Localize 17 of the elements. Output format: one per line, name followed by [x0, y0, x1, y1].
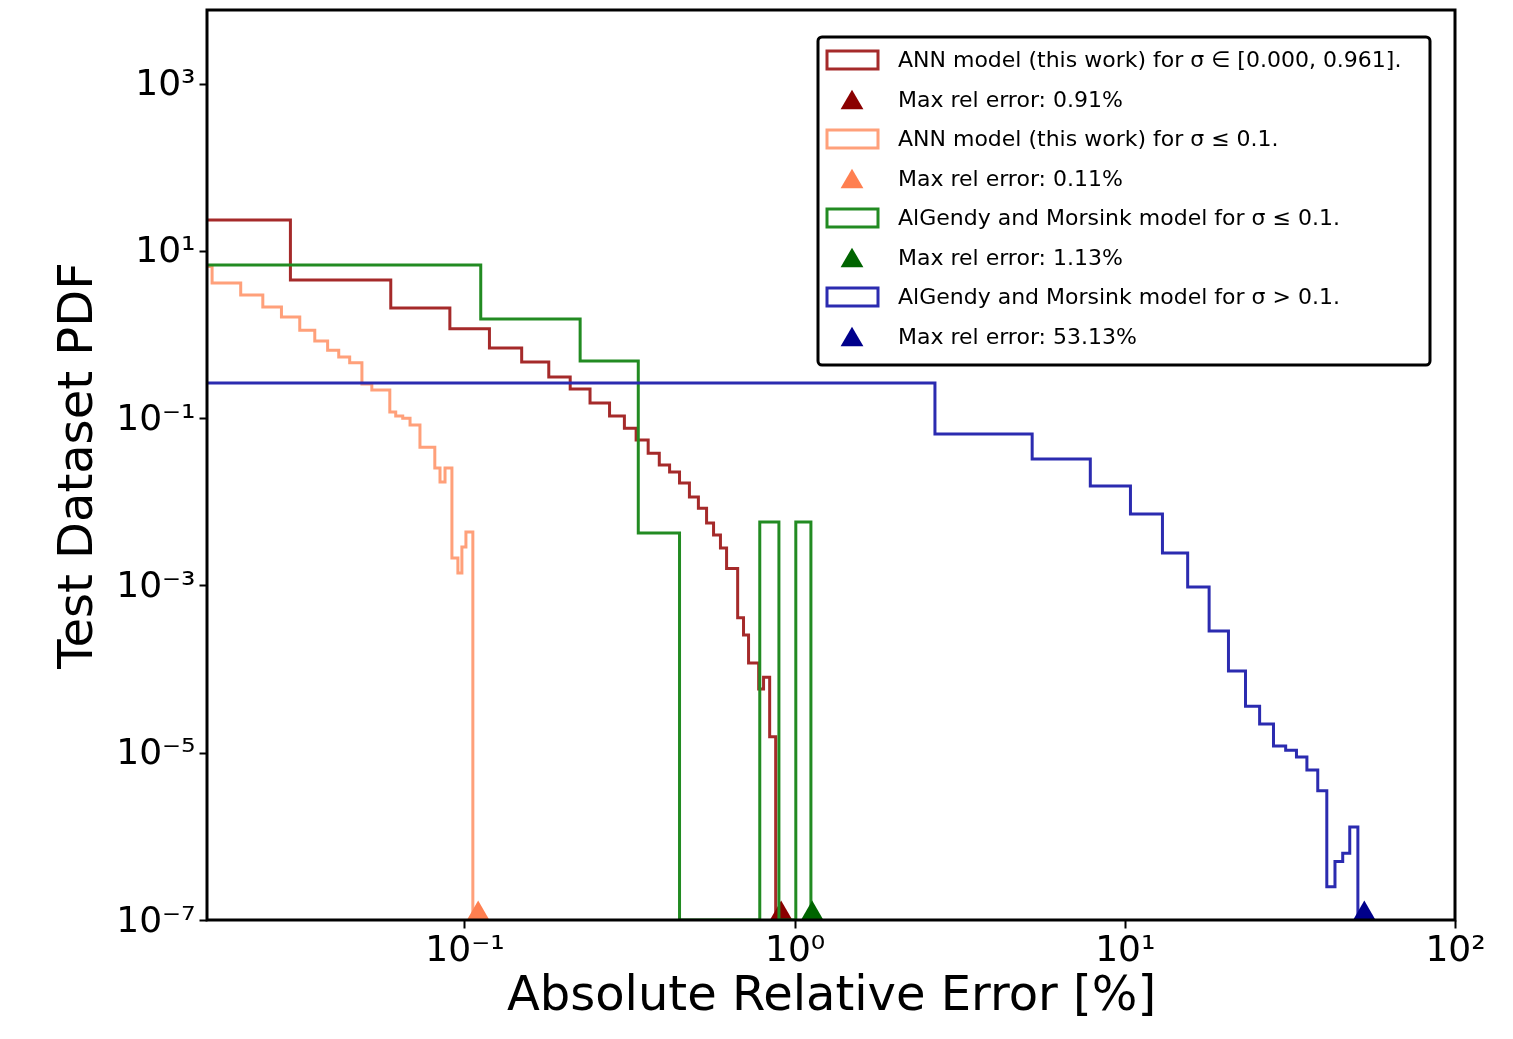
x-tick-label: 10⁻¹	[425, 927, 505, 969]
legend-label: Max rel error: 0.91%	[898, 86, 1123, 112]
legend-label: ANN model (this work) for σ ≤ 0.1.	[898, 126, 1279, 151]
legend-label: Max rel error: 0.11%	[898, 165, 1123, 191]
y-tick-label: 10⁻⁷	[116, 898, 196, 940]
y-tick-label: 10¹	[135, 229, 196, 271]
legend-label: Max rel error: 53.13%	[898, 323, 1137, 349]
legend-label: ANN model (this work) for σ ∈ [0.000, 0.961].	[898, 47, 1402, 72]
y-axis-title: Test Dataset PDF	[47, 262, 104, 670]
legend-label: AlGendy and Morsink model for σ ≤ 0.1.	[898, 205, 1340, 230]
legend-label: AlGendy and Morsink model for σ > 0.1.	[898, 284, 1340, 309]
x-tick-label: 10²	[1425, 927, 1486, 969]
y-tick-label: 10³	[135, 62, 196, 104]
y-tick-label: 10⁻⁵	[116, 731, 196, 773]
legend-label: Max rel error: 1.13%	[898, 244, 1123, 270]
y-tick-label: 10⁻¹	[116, 396, 196, 438]
y-tick-label: 10⁻³	[116, 563, 196, 605]
